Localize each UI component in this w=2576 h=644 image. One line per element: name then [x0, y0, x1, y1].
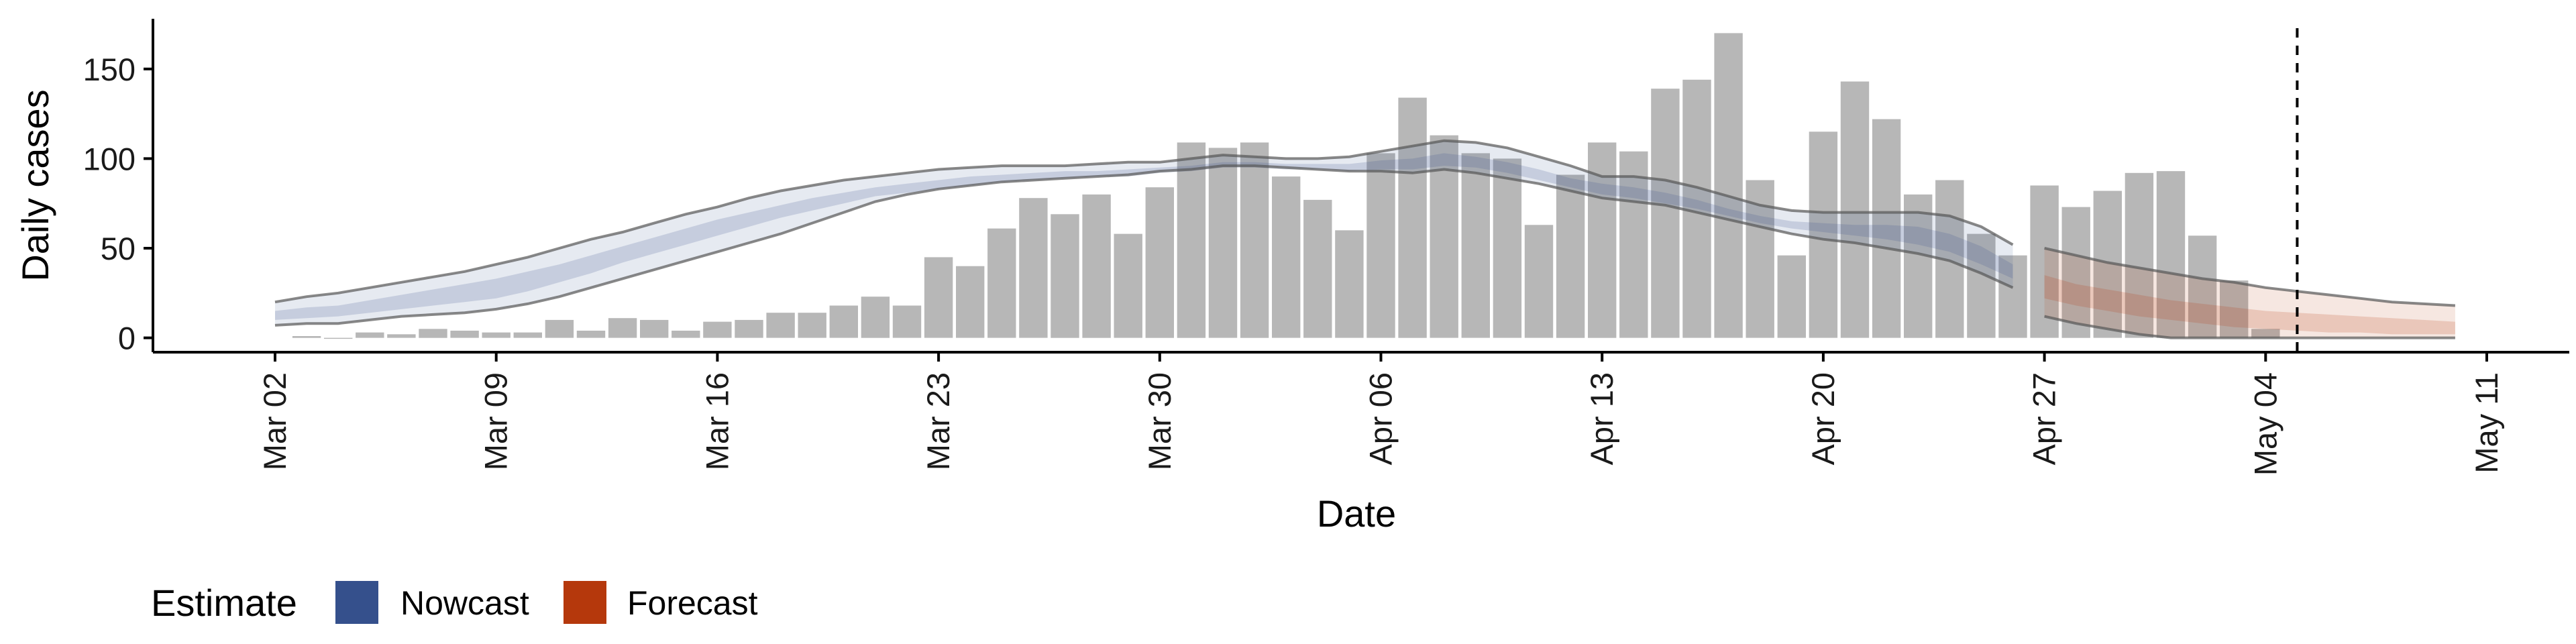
case-bar — [1588, 142, 1617, 338]
case-bar — [324, 337, 353, 339]
case-bar — [703, 321, 732, 338]
case-bar — [987, 228, 1016, 338]
legend-swatch-forecast — [564, 581, 606, 624]
case-bar — [766, 313, 795, 338]
x-tick-label: Apr 06 — [1363, 372, 1399, 465]
x-tick-label: Mar 02 — [257, 372, 292, 470]
case-bar — [1651, 89, 1680, 338]
case-bar — [1524, 225, 1554, 338]
legend-swatch-nowcast — [335, 581, 378, 624]
case-bar — [735, 319, 763, 338]
y-tick-label: 100 — [83, 141, 136, 176]
x-tick-label: Apr 13 — [1584, 372, 1619, 465]
case-bar — [450, 330, 479, 338]
legend-label-forecast: Forecast — [627, 584, 758, 622]
case-bar — [1114, 233, 1142, 338]
interval-90-band — [275, 140, 2013, 325]
case-bar — [1398, 97, 1427, 338]
case-bar — [356, 332, 384, 338]
case-bar — [1082, 194, 1111, 338]
case-bar — [387, 334, 416, 338]
case-bar — [1682, 79, 1711, 338]
case-bar — [1051, 214, 1079, 338]
case-bar — [1998, 255, 2027, 338]
case-bar — [1019, 198, 1048, 338]
case-bar — [1619, 151, 1648, 338]
case-bar — [1461, 153, 1490, 338]
y-axis-ticks: 0 50 100 150 — [83, 52, 153, 356]
x-tick-label: May 04 — [2247, 372, 2283, 476]
case-bar — [1145, 187, 1174, 338]
case-bar — [2251, 329, 2280, 338]
case-bar — [1809, 131, 1838, 338]
y-tick-label: 150 — [83, 52, 136, 87]
case-bar — [608, 318, 637, 338]
estimate-bands — [274, 139, 2456, 339]
y-tick-label: 50 — [101, 231, 136, 266]
case-bar — [2220, 280, 2249, 338]
case-bar — [861, 297, 890, 338]
legend-label-nowcast: Nowcast — [400, 584, 529, 622]
case-bar — [672, 330, 700, 338]
lower-bound-line — [274, 164, 2014, 327]
upper-bound-line — [2044, 247, 2456, 307]
interval-50-band — [275, 153, 2013, 320]
y-tick-label: 0 — [118, 321, 136, 356]
case-bar — [892, 305, 922, 338]
case-bars — [292, 33, 2280, 339]
case-bar — [1335, 230, 1364, 338]
x-axis-ticks: Mar 02 Mar 09 Mar 16 Mar 23 Mar 30 Apr 06 Apr … — [257, 352, 2504, 476]
legend-title: Estimate — [151, 582, 297, 624]
case-bar — [2061, 207, 2090, 338]
case-bar — [1366, 153, 1395, 338]
case-bar — [1272, 176, 1301, 338]
case-bar — [956, 266, 985, 338]
case-bar — [829, 305, 858, 338]
case-bar — [1714, 33, 1743, 338]
case-bar — [1240, 142, 1269, 338]
x-tick-label: Mar 16 — [699, 372, 735, 470]
case-bar — [1840, 81, 1870, 338]
lower-bound-line — [2044, 315, 2455, 339]
case-bar — [640, 319, 669, 338]
x-tick-label: Apr 20 — [1805, 372, 1841, 465]
case-bar — [513, 332, 542, 338]
case-bar — [292, 336, 321, 338]
case-bar — [2188, 235, 2217, 338]
case-bar — [798, 313, 826, 338]
series-nowcast — [274, 139, 2014, 327]
y-axis-title: Daily cases — [14, 89, 56, 281]
x-tick-label: Mar 30 — [1142, 372, 1177, 470]
case-bar — [1967, 233, 1996, 338]
x-tick-label: Mar 09 — [478, 372, 514, 470]
case-bar — [1904, 194, 1933, 338]
series-forecast — [2044, 247, 2456, 339]
legend: Estimate Nowcast Forecast — [151, 581, 758, 624]
case-bar — [1303, 199, 1332, 338]
case-bar — [2156, 171, 2186, 338]
x-tick-label: May 11 — [2469, 372, 2504, 474]
case-bar — [1493, 158, 1522, 338]
case-bar — [1777, 255, 1806, 338]
case-bar — [482, 332, 511, 338]
upper-bound-line — [274, 139, 2014, 304]
case-bar — [576, 330, 606, 338]
x-tick-label: Mar 23 — [920, 372, 956, 470]
x-axis-title: Date — [1317, 492, 1396, 535]
case-bar — [1872, 119, 1901, 338]
case-bar — [1177, 142, 1206, 338]
case-bar — [2030, 185, 2059, 338]
interval-50-band — [2044, 275, 2455, 335]
case-bar — [2125, 172, 2154, 338]
x-tick-label: Apr 27 — [2027, 372, 2062, 465]
case-bar — [545, 319, 574, 338]
case-bar — [924, 257, 953, 338]
case-bar — [1208, 148, 1238, 338]
case-bar — [1556, 174, 1585, 338]
case-bar — [419, 329, 447, 338]
